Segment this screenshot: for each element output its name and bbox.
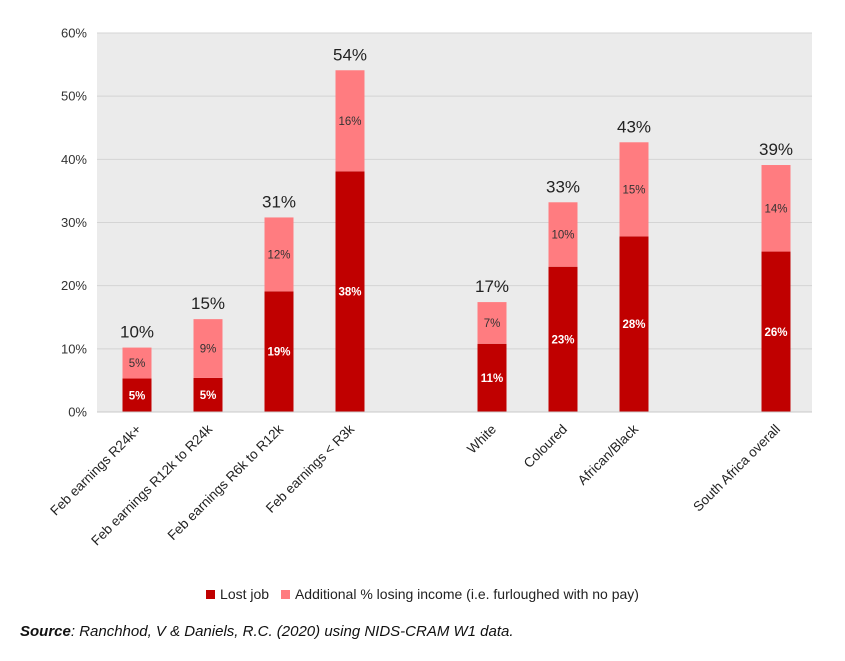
- x-tick-label: Feb earnings R12k to R24k: [88, 421, 215, 548]
- x-tick-label: South Africa overall: [690, 422, 783, 515]
- total-label: 31%: [262, 192, 296, 211]
- bar-additional: [548, 202, 578, 267]
- data-label-lost-job: 23%: [551, 334, 574, 346]
- chart: 0% 10% 20% 30% 40% 50% 60% 5% 5% 10% 5% 9% 15% 19% 12…: [47, 26, 812, 548]
- bar-lost-job: [122, 378, 152, 412]
- total-label: 17%: [475, 277, 509, 296]
- source-text: : Ranchhod, V & Daniels, R.C. (2020) usi…: [70, 623, 514, 640]
- source-label: Source: [20, 623, 71, 640]
- bars: 5% 5% 10% 5% 9% 15% 19% 12% 31% 38% 16% 54% 11% 7% 17%…: [120, 45, 793, 412]
- x-axis: Feb earnings R24k+Feb earnings R12k to R…: [47, 411, 812, 548]
- total-label: 15%: [191, 294, 225, 313]
- bar-lost-job: [548, 266, 578, 412]
- bar-lost-job: [193, 377, 223, 412]
- legend: Lost job Additional % losing income (i.e…: [0, 586, 845, 602]
- data-label-lost-job: 11%: [481, 373, 503, 385]
- legend-item-additional: Additional % losing income (i.e. furloug…: [280, 586, 639, 602]
- bar-additional: [761, 165, 791, 252]
- legend-swatch-lost-job: [206, 590, 216, 599]
- x-tick-label: White: [464, 422, 499, 457]
- bar-lost-job: [335, 171, 365, 412]
- y-tick-label: 10%: [61, 341, 87, 356]
- bar-additional: [193, 319, 223, 378]
- total-label: 10%: [120, 323, 154, 342]
- y-axis: 0% 10% 20% 30% 40% 50% 60%: [61, 26, 87, 420]
- data-label-additional: 7%: [484, 318, 501, 330]
- total-label: 33%: [546, 177, 580, 196]
- bar-additional: [335, 70, 365, 172]
- data-label-additional: 5%: [129, 358, 146, 370]
- total-label: 54%: [333, 45, 367, 64]
- data-label-lost-job: 19%: [267, 347, 290, 359]
- data-label-additional: 16%: [338, 116, 361, 128]
- data-label-lost-job: 5%: [129, 390, 146, 402]
- bar-additional: [619, 142, 649, 237]
- total-label: 43%: [617, 117, 651, 136]
- total-label: 39%: [759, 140, 793, 159]
- legend-label-additional: Additional % losing income (i.e. furloug…: [294, 586, 639, 602]
- data-label-additional: 9%: [200, 344, 217, 356]
- data-label-lost-job: 28%: [622, 319, 645, 331]
- bar-lost-job: [264, 291, 294, 412]
- data-label-additional: 10%: [551, 230, 574, 242]
- data-label-lost-job: 26%: [764, 327, 787, 339]
- y-tick-label: 50%: [61, 89, 87, 104]
- bar-additional: [477, 302, 507, 344]
- bar-lost-job: [477, 343, 507, 412]
- bar-additional: [264, 217, 294, 292]
- x-tick-label: Coloured: [521, 422, 570, 471]
- data-label-additional: 14%: [764, 203, 787, 215]
- legend-item-lost-job: Lost job: [206, 586, 269, 602]
- y-tick-label: 0%: [68, 405, 87, 420]
- data-label-lost-job: 38%: [338, 287, 361, 299]
- data-label-additional: 15%: [622, 184, 645, 196]
- y-tick-label: 60%: [61, 26, 87, 41]
- y-tick-label: 30%: [61, 215, 87, 230]
- legend-label-lost-job: Lost job: [220, 586, 270, 602]
- legend-swatch-additional: [280, 590, 290, 599]
- y-tick-label: 40%: [61, 152, 87, 167]
- bar-additional: [122, 347, 152, 379]
- x-tick-label: Feb earnings R6k to R12k: [165, 421, 287, 543]
- bar-lost-job: [619, 236, 649, 412]
- data-label-lost-job: 5%: [200, 390, 217, 402]
- y-tick-label: 20%: [61, 278, 87, 293]
- data-label-additional: 12%: [267, 249, 290, 261]
- source-note: Source: Ranchhod, V & Daniels, R.C. (202…: [20, 623, 514, 640]
- x-tick-label: African/Black: [575, 421, 641, 487]
- bar-lost-job: [761, 251, 791, 412]
